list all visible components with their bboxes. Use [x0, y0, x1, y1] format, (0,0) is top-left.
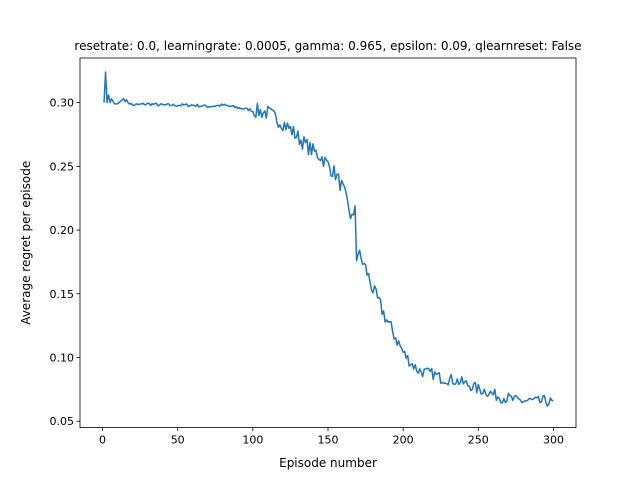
x-tick-label: 300: [543, 434, 564, 447]
y-tick-label: 0.10: [50, 352, 75, 365]
y-tick-label: 0.25: [50, 160, 75, 173]
x-tick-label: 150: [318, 434, 339, 447]
chart-title: resetrate: 0.0, learningrate: 0.0005, ga…: [74, 39, 581, 53]
y-tick-label: 0.20: [50, 224, 75, 237]
y-tick-label: 0.15: [50, 288, 75, 301]
series-layer: [103, 71, 554, 407]
x-axis-label: Episode number: [279, 456, 377, 470]
x-tick-label: 200: [393, 434, 414, 447]
y-axis-ticks: 0.05 0.10 0.15 0.20 0.25 0.30: [50, 97, 80, 428]
x-tick-label: 50: [171, 434, 185, 447]
x-tick-label: 0: [99, 434, 106, 447]
y-tick-label: 0.05: [50, 415, 75, 428]
y-axis-label: Average regret per episode: [19, 161, 33, 325]
x-axis-ticks: 0 50 100 150 200 250 300: [99, 427, 564, 447]
x-tick-label: 100: [242, 434, 263, 447]
y-tick-label: 0.30: [50, 97, 75, 110]
plot-area: [80, 58, 576, 428]
x-tick-label: 250: [468, 434, 489, 447]
regret-series-line: [103, 71, 554, 407]
